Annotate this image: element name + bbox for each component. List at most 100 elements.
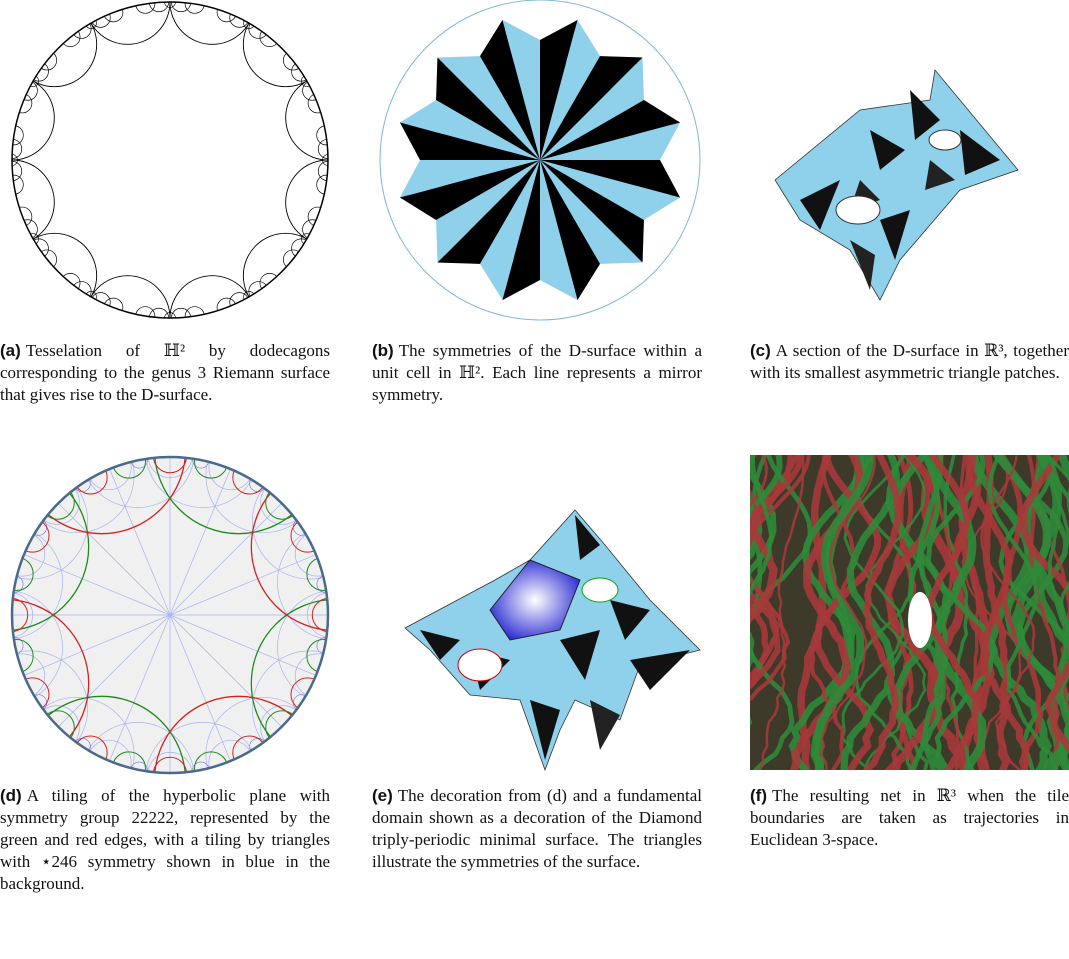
triangle	[437, 160, 540, 264]
triangle	[540, 56, 643, 160]
arc	[153, 695, 324, 773]
arc	[250, 598, 328, 769]
triangle	[540, 160, 644, 263]
arc	[306, 592, 328, 638]
triangle	[600, 230, 636, 256]
triangle	[636, 125, 671, 155]
mirror-line	[23, 554, 171, 616]
trajectory	[696, 450, 741, 770]
arc	[79, 457, 196, 508]
arc	[12, 524, 63, 641]
arc	[144, 722, 261, 773]
mirror-line	[58, 503, 171, 616]
trajectory	[750, 455, 811, 702]
arc	[12, 2, 98, 88]
caption-c: (c) A section of the D-surface in ℝ³, tog…	[750, 340, 1069, 384]
triangle	[540, 100, 681, 160]
arc	[147, 751, 193, 773]
image-a	[11, 1, 329, 319]
trajectory	[750, 455, 783, 669]
triangle	[444, 64, 480, 90]
arc	[285, 159, 328, 246]
trajectory	[810, 455, 874, 770]
arc	[277, 524, 328, 641]
triangle	[505, 29, 535, 64]
trajectory	[862, 455, 902, 770]
trajectory	[961, 455, 1022, 770]
arc	[152, 457, 188, 474]
image-f	[696, 450, 1069, 770]
arc	[12, 159, 55, 246]
arc	[250, 461, 328, 632]
label: (b)	[372, 341, 394, 360]
arc	[152, 756, 188, 773]
arc	[12, 74, 55, 161]
arc	[12, 597, 29, 633]
triangle	[444, 220, 470, 256]
mirror-line	[169, 614, 317, 676]
caption-text: A tiling of the hyperbolic plane with sy…	[0, 786, 330, 893]
trajectory	[750, 488, 758, 548]
mirror-line	[169, 503, 282, 616]
trajectory	[965, 455, 1029, 770]
trajectory	[750, 564, 752, 584]
arc	[322, 154, 328, 166]
trajectory	[750, 497, 759, 552]
trajectory	[809, 455, 856, 770]
arc	[277, 589, 328, 706]
caption-text: The decoration from (d) and a fundamenta…	[372, 786, 702, 871]
triangle	[409, 165, 444, 195]
triangle	[489, 256, 515, 291]
label: (d)	[0, 786, 22, 805]
arc	[84, 2, 171, 45]
trajectory	[750, 455, 755, 473]
label: (e)	[372, 786, 393, 805]
triangle	[545, 256, 575, 291]
label: (c)	[750, 341, 771, 360]
image-b	[379, 0, 701, 321]
triangle	[480, 19, 540, 161]
caption-text: The resulting net in ℝ³ when the tile bo…	[750, 786, 1069, 849]
trajectory	[980, 455, 1036, 770]
mirror-line	[109, 614, 171, 762]
arc	[16, 457, 187, 535]
triangle	[399, 122, 540, 160]
arc	[16, 695, 187, 773]
trajectory	[916, 455, 949, 770]
image-d	[10, 455, 330, 775]
trajectory	[758, 455, 805, 770]
mirror-line	[169, 614, 282, 727]
arc	[242, 2, 328, 88]
mirror-line	[169, 614, 231, 762]
disk-boundary	[10, 455, 330, 775]
arc	[12, 592, 34, 638]
triangle	[610, 64, 636, 100]
triangle	[502, 160, 540, 301]
image-e	[404, 509, 701, 772]
mirror-line	[58, 614, 171, 727]
trajectory	[996, 455, 1069, 770]
trajectory	[750, 496, 763, 561]
triangle	[565, 29, 591, 64]
trajectory	[750, 455, 778, 763]
image-c	[774, 69, 1019, 301]
caption-d: (d) A tiling of the hyperbolic plane with…	[0, 785, 330, 895]
label: (f)	[750, 786, 767, 805]
triangle	[540, 19, 578, 161]
arc	[311, 597, 328, 633]
trajectory	[750, 490, 753, 519]
triangle	[399, 160, 540, 220]
arc	[169, 2, 256, 45]
trajectory	[819, 455, 876, 770]
caption-text: Tesselation of ℍ² by dodecagons correspo…	[0, 341, 330, 404]
arc	[285, 74, 328, 161]
triangle	[409, 109, 444, 135]
arc	[153, 457, 324, 535]
caption-b: (b) The symmetries of the D-surface withi…	[372, 340, 702, 406]
trajectory	[987, 455, 1059, 770]
mirror-line	[109, 468, 171, 616]
triangle	[540, 160, 681, 198]
arc	[12, 461, 90, 632]
hole	[908, 592, 932, 648]
